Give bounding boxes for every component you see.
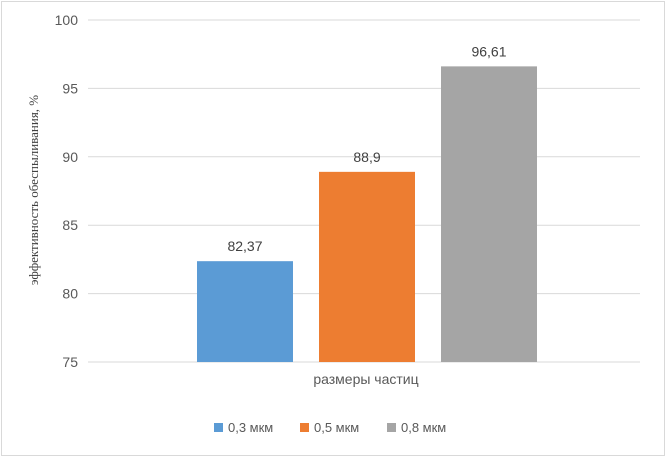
y-tick-label: 100 — [55, 12, 79, 28]
bar — [319, 171, 415, 362]
legend-item: 0,5 мкм — [300, 420, 359, 435]
y-tick-label: 85 — [62, 217, 78, 233]
legend-swatch — [387, 423, 396, 432]
y-tick-label: 75 — [62, 354, 78, 370]
legend: 0,3 мкм 0,5 мкм 0,8 мкм — [214, 420, 446, 435]
bar — [441, 66, 537, 363]
y-tick-label: 80 — [62, 286, 78, 302]
bars — [197, 66, 537, 363]
gridlines — [88, 19, 640, 363]
legend-swatch — [300, 423, 309, 432]
x-axis-label: размеры частиц — [313, 371, 418, 387]
legend-label: 0,3 мкм — [228, 420, 273, 435]
legend-item: 0,3 мкм — [214, 420, 273, 435]
data-label: 88,9 — [353, 149, 380, 165]
y-axis-ticks: 75 80 85 90 95 100 — [55, 12, 79, 370]
legend-swatch — [214, 423, 223, 432]
y-tick-label: 90 — [62, 149, 78, 165]
legend-item: 0,8 мкм — [387, 420, 446, 435]
y-tick-label: 95 — [62, 80, 78, 96]
data-labels: 82,37 88,9 96,61 — [227, 43, 506, 254]
data-label: 96,61 — [471, 43, 506, 59]
y-axis-label: эффективность обеспыливания, % — [26, 95, 41, 285]
legend-label: 0,8 мкм — [401, 420, 446, 435]
bar — [197, 261, 293, 362]
legend-label: 0,5 мкм — [314, 420, 359, 435]
data-label: 82,37 — [227, 238, 262, 254]
